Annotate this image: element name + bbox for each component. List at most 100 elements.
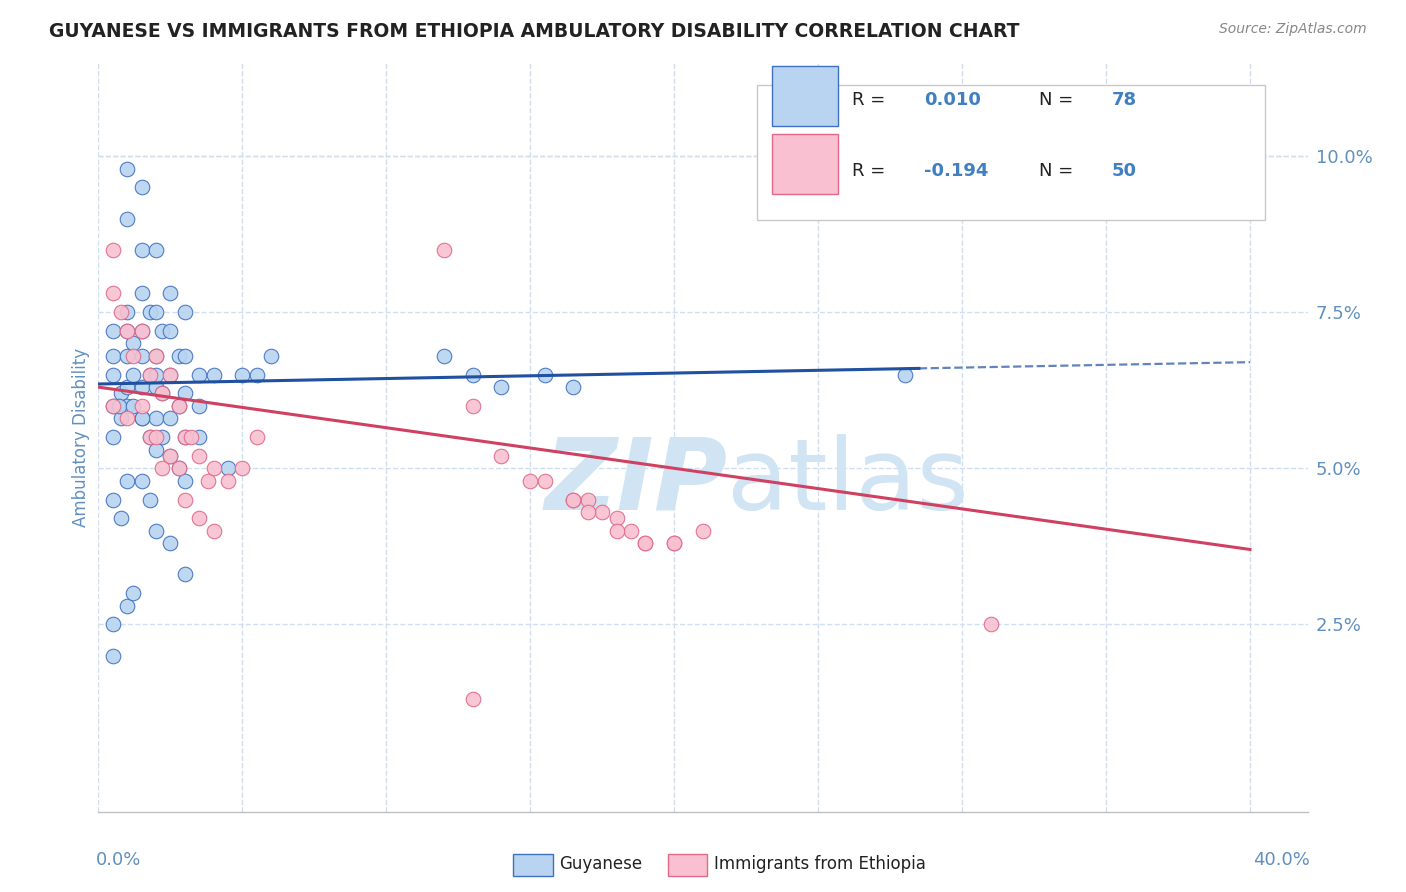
Point xyxy=(101,430,124,444)
Point xyxy=(131,180,153,194)
Point xyxy=(197,474,219,488)
FancyBboxPatch shape xyxy=(758,85,1265,219)
Point xyxy=(159,536,181,550)
Point xyxy=(101,648,124,663)
Point xyxy=(188,449,211,463)
Point xyxy=(173,430,195,444)
Point xyxy=(634,536,657,550)
Text: GUYANESE VS IMMIGRANTS FROM ETHIOPIA AMBULATORY DISABILITY CORRELATION CHART: GUYANESE VS IMMIGRANTS FROM ETHIOPIA AMB… xyxy=(49,22,1019,41)
Point xyxy=(150,386,173,401)
Point xyxy=(173,430,195,444)
Point xyxy=(115,305,138,319)
Point xyxy=(173,386,195,401)
Text: Source: ZipAtlas.com: Source: ZipAtlas.com xyxy=(1219,22,1367,37)
Point xyxy=(167,399,190,413)
Point xyxy=(131,474,153,488)
Point xyxy=(231,461,253,475)
Text: 40.0%: 40.0% xyxy=(1254,851,1310,869)
Point xyxy=(173,474,195,488)
Point xyxy=(115,399,138,413)
Point xyxy=(159,324,181,338)
Point xyxy=(101,492,124,507)
FancyBboxPatch shape xyxy=(772,66,838,126)
Point xyxy=(159,411,181,425)
Text: -0.194: -0.194 xyxy=(924,162,988,180)
Point xyxy=(217,474,239,488)
Point xyxy=(150,430,173,444)
Point xyxy=(145,442,167,457)
Point xyxy=(115,324,138,338)
Point xyxy=(159,449,181,463)
Point xyxy=(139,430,162,444)
Point xyxy=(150,461,173,475)
Point xyxy=(202,368,225,382)
Point xyxy=(188,430,211,444)
Point xyxy=(606,524,628,538)
Point xyxy=(145,430,167,444)
Point xyxy=(591,505,613,519)
Point xyxy=(115,599,138,613)
Point xyxy=(110,511,132,525)
Point xyxy=(139,368,162,382)
Point xyxy=(101,286,124,301)
Text: R =: R = xyxy=(852,162,891,180)
Text: N =: N = xyxy=(1039,91,1080,109)
Point xyxy=(101,399,124,413)
Point xyxy=(173,492,195,507)
Point xyxy=(101,368,124,382)
Point xyxy=(101,243,124,257)
Point xyxy=(139,305,162,319)
Point xyxy=(159,286,181,301)
Point xyxy=(131,380,153,394)
Point xyxy=(122,399,145,413)
Point xyxy=(576,505,599,519)
Point xyxy=(562,492,585,507)
Point xyxy=(150,324,173,338)
Point xyxy=(519,474,541,488)
Text: 50: 50 xyxy=(1112,162,1136,180)
Point xyxy=(115,211,138,226)
Point xyxy=(131,324,153,338)
Point xyxy=(131,411,153,425)
Point xyxy=(107,399,129,413)
Point xyxy=(145,349,167,363)
Point xyxy=(491,380,513,394)
Point xyxy=(110,386,132,401)
Point xyxy=(145,243,167,257)
Point xyxy=(145,524,167,538)
Point xyxy=(461,692,484,706)
Point xyxy=(122,586,145,600)
Point xyxy=(173,305,195,319)
Point xyxy=(461,368,484,382)
Point xyxy=(246,368,269,382)
Point xyxy=(173,567,195,582)
Text: R =: R = xyxy=(852,91,891,109)
Point xyxy=(122,349,145,363)
Point xyxy=(433,243,456,257)
Point xyxy=(533,474,555,488)
Point xyxy=(167,461,190,475)
Point xyxy=(664,536,686,550)
Point xyxy=(188,399,211,413)
Point xyxy=(139,368,162,382)
Point xyxy=(131,286,153,301)
Text: Guyanese: Guyanese xyxy=(560,855,643,873)
Point xyxy=(491,449,513,463)
Point xyxy=(634,536,657,550)
Point xyxy=(115,411,138,425)
Point xyxy=(131,324,153,338)
Point xyxy=(115,474,138,488)
Point xyxy=(533,368,555,382)
Point xyxy=(231,368,253,382)
Text: 78: 78 xyxy=(1112,91,1137,109)
Text: atlas: atlas xyxy=(727,434,969,531)
Point xyxy=(115,324,138,338)
Point xyxy=(188,511,211,525)
Point xyxy=(131,243,153,257)
Point xyxy=(893,368,915,382)
Y-axis label: Ambulatory Disability: Ambulatory Disability xyxy=(72,348,90,526)
Point xyxy=(202,461,225,475)
Point xyxy=(980,617,1002,632)
Point xyxy=(167,461,190,475)
Point xyxy=(110,411,132,425)
